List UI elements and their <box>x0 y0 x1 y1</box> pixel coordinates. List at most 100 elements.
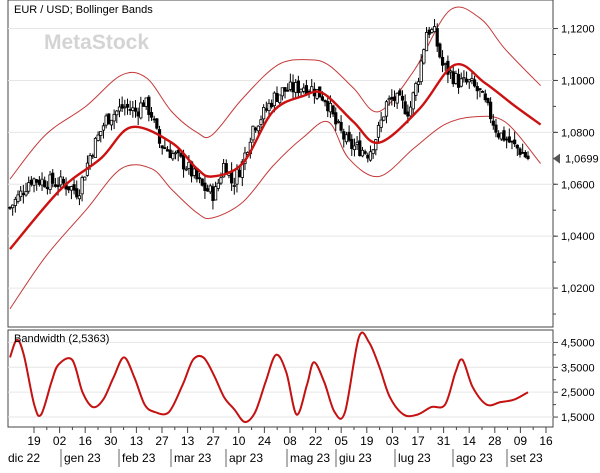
price-bar <box>478 88 482 98</box>
x-day-label: 05 <box>335 434 349 448</box>
bandwidth-y-tick-label: 1,5000 <box>561 412 595 424</box>
price-bar-body <box>19 190 23 198</box>
price-bar-body <box>176 150 180 154</box>
price-bar-body <box>278 94 282 104</box>
price-bar-body <box>235 168 239 185</box>
price-bar-body <box>440 56 445 66</box>
price-bar <box>51 169 55 188</box>
price-bar-body <box>481 91 485 93</box>
price-bar-body <box>251 125 255 141</box>
price-bar-body <box>451 71 455 85</box>
price-bar-body <box>326 101 330 112</box>
price-bar-body <box>507 136 511 143</box>
price-bar-body <box>360 149 365 157</box>
price-bar <box>336 119 341 124</box>
x-month-label: set 23 <box>510 451 543 465</box>
price-bar-body <box>238 169 242 178</box>
price-bar-body <box>117 106 122 112</box>
price-bar <box>216 178 220 192</box>
price-bar-body <box>88 155 92 166</box>
price-bar-body <box>459 78 463 87</box>
price-bar-body <box>499 132 503 140</box>
price-bar-body <box>526 155 530 159</box>
price-bar <box>411 91 415 117</box>
price-bar <box>435 23 439 52</box>
x-day-label: 22 <box>309 434 323 448</box>
price-bar <box>11 204 15 216</box>
price-y-tick-label: 1,0200 <box>561 283 595 295</box>
price-bar-body <box>320 96 325 101</box>
price-bar <box>251 125 255 144</box>
price-bar-body <box>430 29 434 33</box>
price-chart-title: EUR / USD; Bollinger Bands <box>14 4 153 16</box>
bandwidth-panel-frame <box>7 329 554 428</box>
price-bar <box>155 118 159 130</box>
price-bar-body <box>205 188 210 192</box>
price-bar <box>99 130 103 143</box>
price-bar <box>96 131 100 142</box>
price-bar <box>459 72 463 88</box>
upper-band-path <box>9 6 541 180</box>
price-bar-body <box>107 113 111 125</box>
last-price-marker: 1,0699 <box>553 153 599 166</box>
price-bar-body <box>29 179 33 185</box>
price-bar-body <box>181 154 186 170</box>
x-day-label: 19 <box>360 434 374 448</box>
price-bar-body <box>83 176 87 181</box>
price-bar-body <box>494 124 498 133</box>
x-day-label: 24 <box>258 434 272 448</box>
price-bar-body <box>101 125 106 131</box>
price-bar-body <box>8 206 12 209</box>
price-bar <box>467 78 471 89</box>
price-bar <box>323 99 327 107</box>
price-bar <box>419 54 423 85</box>
price-bar-body <box>213 186 218 201</box>
price-bar-body <box>432 26 437 33</box>
price-bar <box>184 166 188 172</box>
price-y-tick-label: 1,1000 <box>561 75 595 87</box>
price-bar-body <box>115 110 119 116</box>
price-bar <box>133 100 138 118</box>
price-bar-body <box>408 106 413 117</box>
x-day-label: 09 <box>514 434 528 448</box>
price-bar-body <box>144 97 148 107</box>
bandwidth-y-tick-label: 4,5000 <box>561 337 595 349</box>
price-bar <box>173 150 178 160</box>
price-bar-body <box>240 161 244 178</box>
price-bar <box>109 119 114 131</box>
price-bar <box>160 145 164 155</box>
price-bar-body <box>334 112 338 125</box>
price-bar-body <box>112 113 116 122</box>
price-bar-body <box>350 138 354 149</box>
x-axis: 19 02 16 30 13 27 13 27 10 24 08 22 05 19 03 17 31 14 28 09… <box>8 426 553 467</box>
price-bar <box>83 176 87 181</box>
price-bar-body <box>232 185 236 187</box>
price-bar-body <box>160 145 164 149</box>
price-bar-body <box>448 70 453 73</box>
price-bar-body <box>133 107 138 112</box>
price-bar <box>483 89 487 103</box>
price-bar-body <box>513 139 517 145</box>
price-bar-body <box>331 105 335 115</box>
x-day-label: 28 <box>488 434 502 448</box>
price-bar-body <box>414 83 418 96</box>
price-bar <box>513 131 517 147</box>
price-bar-body <box>491 120 495 126</box>
price-bar <box>352 138 357 157</box>
price-bar-body <box>302 87 306 92</box>
price-bar-body <box>45 186 49 190</box>
x-day-label: 17 <box>411 434 425 448</box>
price-bar-body <box>355 141 359 145</box>
moving-average-line <box>9 62 542 250</box>
price-bar <box>13 196 17 213</box>
price-bar-body <box>478 88 482 91</box>
bandwidth-title: Bandwidth (2,5363) <box>14 333 109 345</box>
price-bar <box>286 83 290 92</box>
price-bar-body <box>518 148 522 155</box>
price-bar <box>125 98 130 115</box>
price-bar <box>395 92 399 109</box>
price-bar <box>472 75 477 88</box>
x-day-label: 19 <box>27 434 41 448</box>
price-bar-body <box>99 130 103 136</box>
price-bar <box>438 42 442 59</box>
